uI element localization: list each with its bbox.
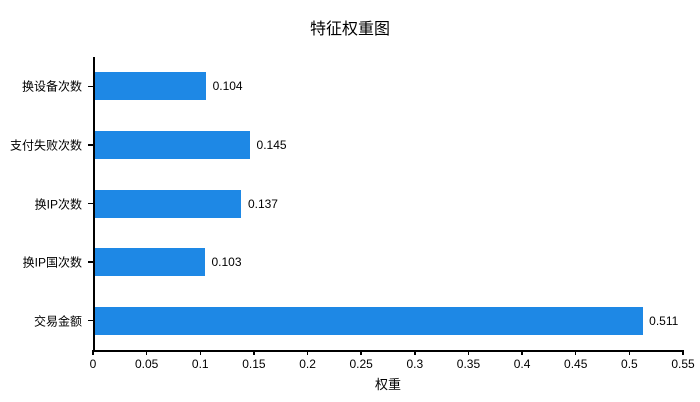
x-tick-mark	[360, 350, 362, 355]
bar-value-label: 0.145	[256, 137, 287, 152]
x-tick-label: 0.35	[456, 357, 481, 371]
y-tick-mark	[88, 85, 93, 88]
x-tick-label: 0.05	[134, 357, 159, 371]
x-tick-mark	[145, 350, 148, 355]
x-tick-label: 0.25	[349, 357, 373, 371]
x-tick-label: 0	[89, 357, 97, 371]
x-tick-mark	[414, 350, 416, 355]
x-tick-mark	[199, 350, 202, 355]
y-tick-mark	[88, 144, 93, 146]
x-tick-mark	[306, 350, 309, 355]
x-tick-label: 0.4	[513, 357, 531, 371]
x-tick-mark	[92, 350, 94, 355]
x-tick-mark	[574, 350, 577, 355]
x-tick-mark	[521, 350, 523, 355]
y-tick-mark	[88, 261, 93, 263]
y-category-label: 支付失败次数	[9, 138, 82, 153]
bar-value-label: 0.511	[649, 313, 679, 328]
y-tick-mark	[88, 319, 93, 322]
x-tick-mark	[628, 350, 631, 355]
bar-value-label: 0.104	[212, 79, 243, 94]
y-axis-line	[93, 57, 95, 350]
y-tick-mark	[88, 202, 93, 205]
bar-value-label: 0.137	[247, 196, 278, 211]
bar-value-label: 0.103	[211, 255, 242, 270]
y-category-label: 交易金额	[33, 314, 82, 329]
x-tick-label: 0.3	[406, 357, 424, 371]
plot-area: 0.104 换设备次数 0.145 支付失败次数 0.137 换IP次数 0.103 换IP国…	[10, 57, 695, 371]
x-tick-label: 0.15	[242, 357, 266, 371]
x-tick-label: 0.45	[564, 357, 588, 371]
x-axis-line	[93, 350, 683, 352]
bar-换IP国次数	[94, 248, 205, 277]
x-tick-mark	[467, 350, 470, 355]
x-tick-label: 0.5	[621, 357, 638, 371]
x-tick-mark	[253, 350, 255, 355]
chart-title: 特征权重图	[309, 21, 390, 38]
x-tick-label: 0.2	[299, 357, 316, 371]
bar-换设备次数	[94, 72, 207, 101]
bar-交易金额	[94, 306, 643, 335]
x-axis-label: 权重	[374, 377, 401, 392]
x-tick-mark	[682, 350, 684, 355]
y-category-label: 换IP次数	[34, 197, 82, 211]
x-tick-label: 0.55	[671, 357, 695, 371]
x-tick-label: 0.1	[191, 357, 209, 371]
y-category-label: 换IP国次数	[22, 255, 82, 270]
bar-换IP次数	[94, 189, 242, 218]
bar-支付失败次数	[94, 130, 251, 159]
y-category-label: 换设备次数	[21, 79, 82, 94]
